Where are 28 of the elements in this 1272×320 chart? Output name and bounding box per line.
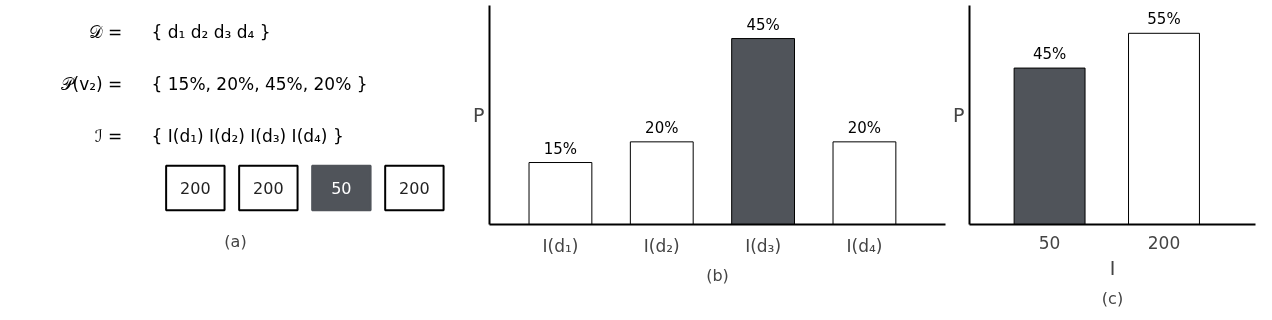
text: 𝒟 =	[88, 21, 123, 42]
data-label: 15%	[543, 139, 578, 158]
data-label: 20%	[645, 118, 679, 137]
x-tick-label: 200	[1147, 232, 1181, 253]
data-label: 45%	[1032, 45, 1067, 64]
x-tick-label: 50	[1038, 232, 1061, 253]
y-axis-title: P	[953, 104, 965, 126]
text: (a)	[224, 231, 247, 251]
data-label: 200	[180, 179, 211, 198]
text: { I(d₁) I(d₂) I(d₃) I(d₄) }	[151, 125, 344, 146]
x-tick-label: I(d₃)	[745, 235, 782, 256]
x-axis-title: I	[1109, 256, 1116, 279]
x-tick-label: I(d₂)	[643, 235, 680, 256]
text: (c)	[1101, 288, 1124, 308]
text: ℐ =	[94, 125, 123, 146]
data-label: 200	[253, 179, 284, 198]
text: { 15%, 20%, 45%, 20% }	[151, 73, 368, 94]
data-label: 20%	[847, 118, 882, 137]
data-label: 200	[399, 179, 430, 198]
data-label: 55%	[1147, 10, 1181, 29]
x-tick-label: I(d₁)	[542, 235, 579, 256]
x-tick-label: I(d₄)	[846, 235, 883, 256]
text: 𝒫(v₂) =	[60, 73, 123, 94]
data-label: 45%	[746, 15, 780, 34]
data-label: 50	[331, 179, 352, 198]
text: { d₁ d₂ d₃ d₄ }	[151, 21, 271, 42]
text: (b)	[706, 265, 729, 285]
y-axis-title: P	[473, 104, 485, 126]
